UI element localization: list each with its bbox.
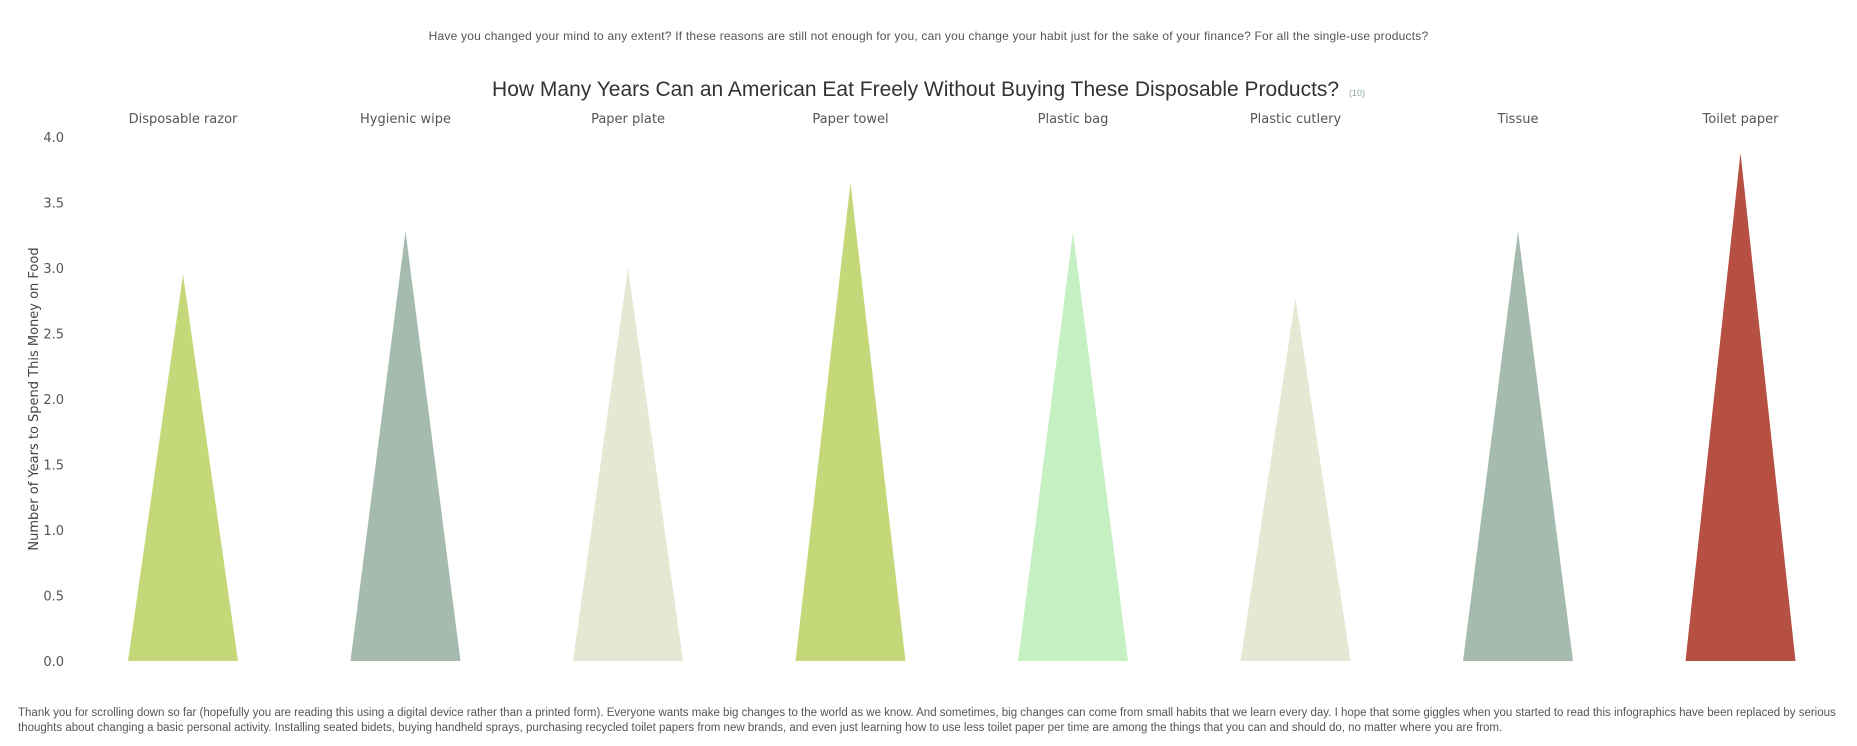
triangle-bar [573,268,683,661]
y-tick-label: 1.5 [43,459,64,474]
y-tick-label: 4.0 [43,131,64,146]
y-tick-label: 3.5 [43,197,64,212]
chart-title: How Many Years Can an American Eat Freel… [492,78,1340,101]
triangle-bar [1463,231,1573,661]
triangle-bar [1018,232,1128,661]
category-label: Disposable razor [129,112,238,127]
outro-text: Thank you for scrolling down so far (hop… [18,707,1836,734]
triangle-bar [350,231,461,661]
triangle-bar [128,274,238,661]
y-tick-label: 0.5 [43,590,64,605]
category-label: Tissue [1497,112,1539,127]
y-tick-label: 1.0 [43,524,64,539]
triangle-bar [1240,298,1351,661]
category-label: Paper plate [591,112,665,127]
chart-title-block: How Many Years Can an American Eat Freel… [0,78,1857,102]
category-label: Toilet paper [1702,112,1780,127]
y-tick-label: 2.0 [43,393,64,408]
y-axis-label: Number of Years to Spend This Money on F… [27,247,42,550]
chart: 0.0 0.5 1.0 1.5 2.0 2.5 3.0 3.5 4.0 Number of Yea… [27,112,1796,670]
intro-text: Have you changed your mind to any extent… [428,29,1429,43]
category-label: Plastic cutlery [1250,112,1342,127]
triangle-bar [1685,152,1796,661]
triangle-bar [795,182,906,661]
y-tick-label: 3.0 [43,262,64,277]
category-label: Paper towel [812,112,888,127]
category-label: Plastic bag [1038,112,1109,127]
y-tick-label: 0.0 [43,655,64,670]
y-tick-label: 2.5 [43,328,64,343]
citation-ref: (10) [1348,88,1365,98]
category-label: Hygienic wipe [360,112,451,127]
